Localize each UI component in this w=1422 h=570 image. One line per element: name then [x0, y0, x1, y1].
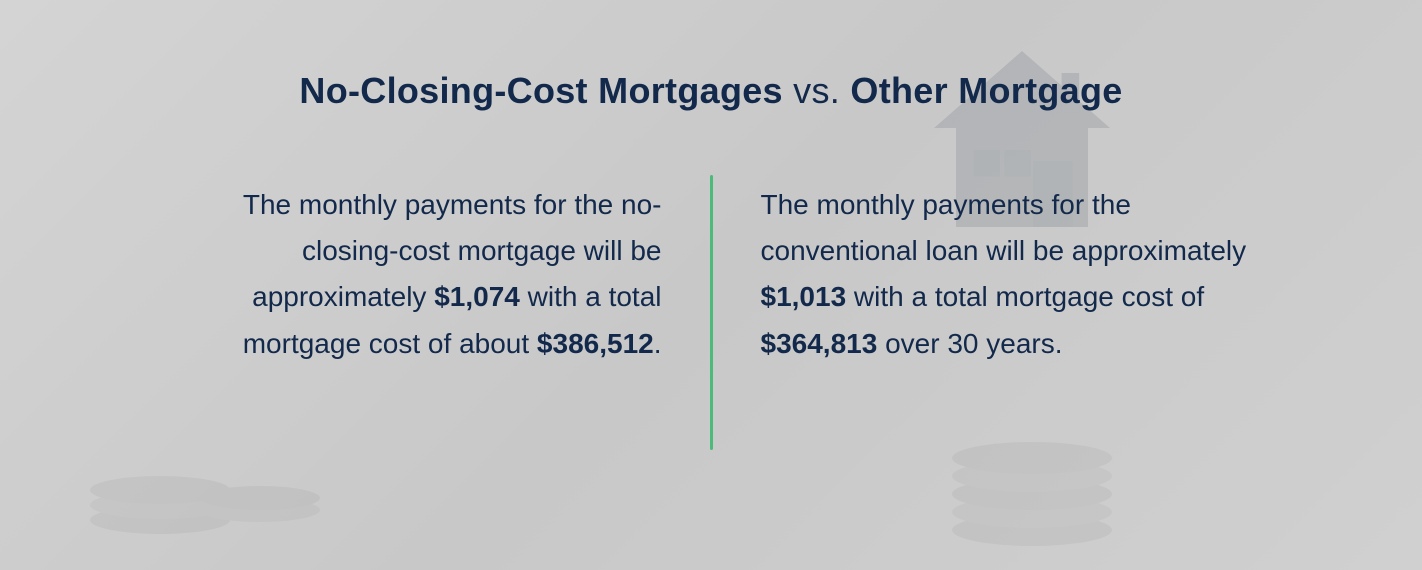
left-column: The monthly payments for the no-closing-…	[120, 170, 710, 510]
right-suffix: over 30 years.	[877, 328, 1062, 359]
content-container: No-Closing-Cost Mortgages vs. Other Mort…	[0, 0, 1422, 570]
title-part-1: No-Closing-Cost Mortgages	[299, 70, 782, 111]
left-monthly-amount: $1,074	[434, 281, 520, 312]
left-total-amount: $386,512	[537, 328, 654, 359]
right-mid: with a total mortgage cost of	[846, 281, 1204, 312]
right-monthly-amount: $1,013	[761, 281, 847, 312]
left-suffix: .	[654, 328, 662, 359]
right-column: The monthly payments for the conventiona…	[713, 170, 1303, 510]
page-title: No-Closing-Cost Mortgages vs. Other Mort…	[120, 70, 1302, 112]
right-prefix: The monthly payments for the conventiona…	[761, 189, 1247, 266]
title-vs: vs.	[783, 70, 851, 111]
title-part-2: Other Mortgage	[850, 70, 1122, 111]
right-total-amount: $364,813	[761, 328, 878, 359]
comparison-columns: The monthly payments for the no-closing-…	[120, 170, 1302, 510]
